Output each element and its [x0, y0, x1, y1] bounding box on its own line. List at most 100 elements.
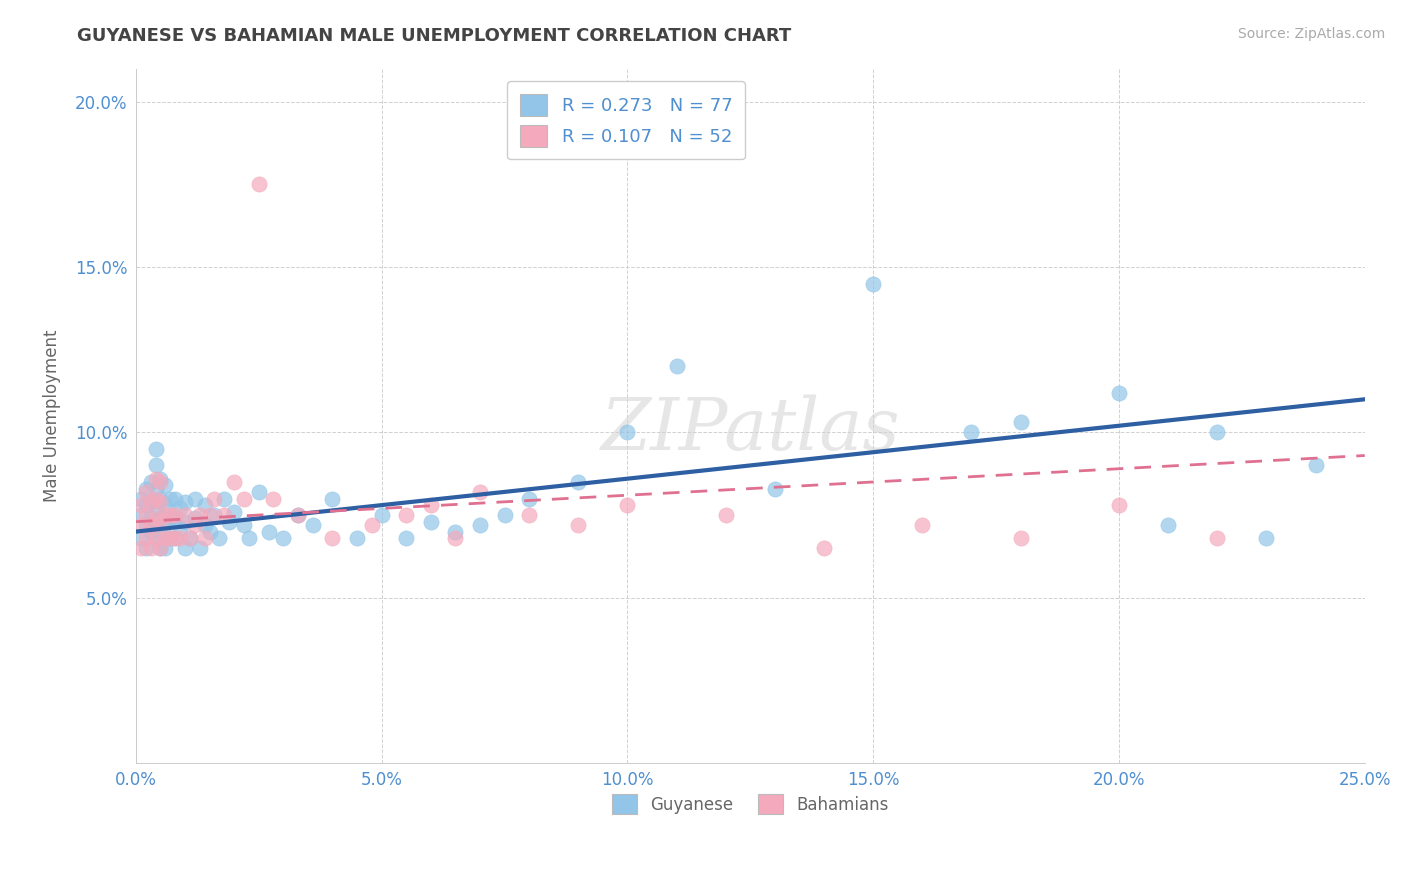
Point [169, 521, 191, 535]
Point [165, 508, 187, 522]
Point [188, 508, 211, 522]
Point [129, 518, 152, 533]
Point [616, 425, 638, 440]
Point [494, 508, 516, 522]
Point [129, 491, 152, 506]
Text: Source: ZipAtlas.com: Source: ZipAtlas.com [1237, 27, 1385, 41]
Point [665, 359, 688, 374]
Point [159, 531, 181, 545]
Point [1108, 498, 1130, 512]
Point [346, 531, 368, 545]
Point [145, 442, 167, 456]
Point [145, 531, 167, 545]
Point [214, 508, 236, 522]
Point [145, 515, 167, 529]
Point [911, 518, 934, 533]
Point [149, 541, 172, 555]
Point [145, 458, 167, 473]
Point [149, 472, 172, 486]
Point [198, 508, 221, 522]
Text: GUYANESE VS BAHAMIAN MALE UNEMPLOYMENT CORRELATION CHART: GUYANESE VS BAHAMIAN MALE UNEMPLOYMENT C… [77, 27, 792, 45]
Point [194, 498, 217, 512]
Point [174, 495, 197, 509]
Point [149, 541, 172, 555]
Point [129, 531, 152, 545]
Point [174, 508, 197, 522]
Point [444, 524, 467, 539]
Point [155, 531, 177, 545]
Point [218, 515, 240, 529]
Point [257, 524, 280, 539]
Point [1108, 385, 1130, 400]
Point [517, 491, 540, 506]
Point [179, 531, 201, 545]
Point [145, 501, 167, 516]
Point [139, 495, 162, 509]
Point [419, 498, 441, 512]
Point [139, 541, 162, 555]
Point [198, 524, 221, 539]
Point [468, 518, 491, 533]
Point [444, 531, 467, 545]
Point [763, 482, 786, 496]
Point [208, 531, 231, 545]
Point [214, 491, 236, 506]
Point [224, 475, 246, 489]
Point [135, 541, 157, 555]
Point [135, 482, 157, 496]
Legend: Guyanese, Bahamians: Guyanese, Bahamians [602, 784, 898, 824]
Point [135, 531, 157, 545]
Point [149, 515, 172, 529]
Point [862, 277, 884, 291]
Point [395, 508, 418, 522]
Point [184, 518, 207, 533]
Point [135, 484, 157, 499]
Point [129, 498, 152, 512]
Point [204, 508, 226, 522]
Point [360, 518, 382, 533]
Point [145, 482, 167, 496]
Point [273, 531, 295, 545]
Point [155, 498, 177, 512]
Point [129, 508, 152, 522]
Point [1206, 531, 1229, 545]
Point [419, 515, 441, 529]
Point [149, 511, 172, 525]
Point [179, 531, 201, 545]
Point [139, 524, 162, 539]
Point [238, 531, 260, 545]
Point [714, 508, 737, 522]
Point [194, 531, 217, 545]
Point [139, 511, 162, 525]
Text: ZIPatlas: ZIPatlas [600, 394, 900, 465]
Point [145, 531, 167, 545]
Point [129, 541, 152, 555]
Point [149, 491, 172, 506]
Point [135, 518, 157, 533]
Point [567, 518, 589, 533]
Point [174, 541, 197, 555]
Point [155, 508, 177, 522]
Point [204, 491, 226, 506]
Point [165, 531, 187, 545]
Point [567, 475, 589, 489]
Point [370, 508, 392, 522]
Point [149, 475, 172, 489]
Point [169, 531, 191, 545]
Point [468, 484, 491, 499]
Point [188, 541, 211, 555]
Point [194, 518, 217, 533]
Point [155, 478, 177, 492]
Point [1206, 425, 1229, 440]
Point [517, 508, 540, 522]
Point [145, 511, 167, 525]
Point [159, 491, 181, 506]
Point [395, 531, 418, 545]
Point [159, 511, 181, 525]
Point [165, 531, 187, 545]
Point [174, 515, 197, 529]
Point [165, 511, 187, 525]
Point [813, 541, 835, 555]
Point [247, 484, 270, 499]
Point [149, 495, 172, 509]
